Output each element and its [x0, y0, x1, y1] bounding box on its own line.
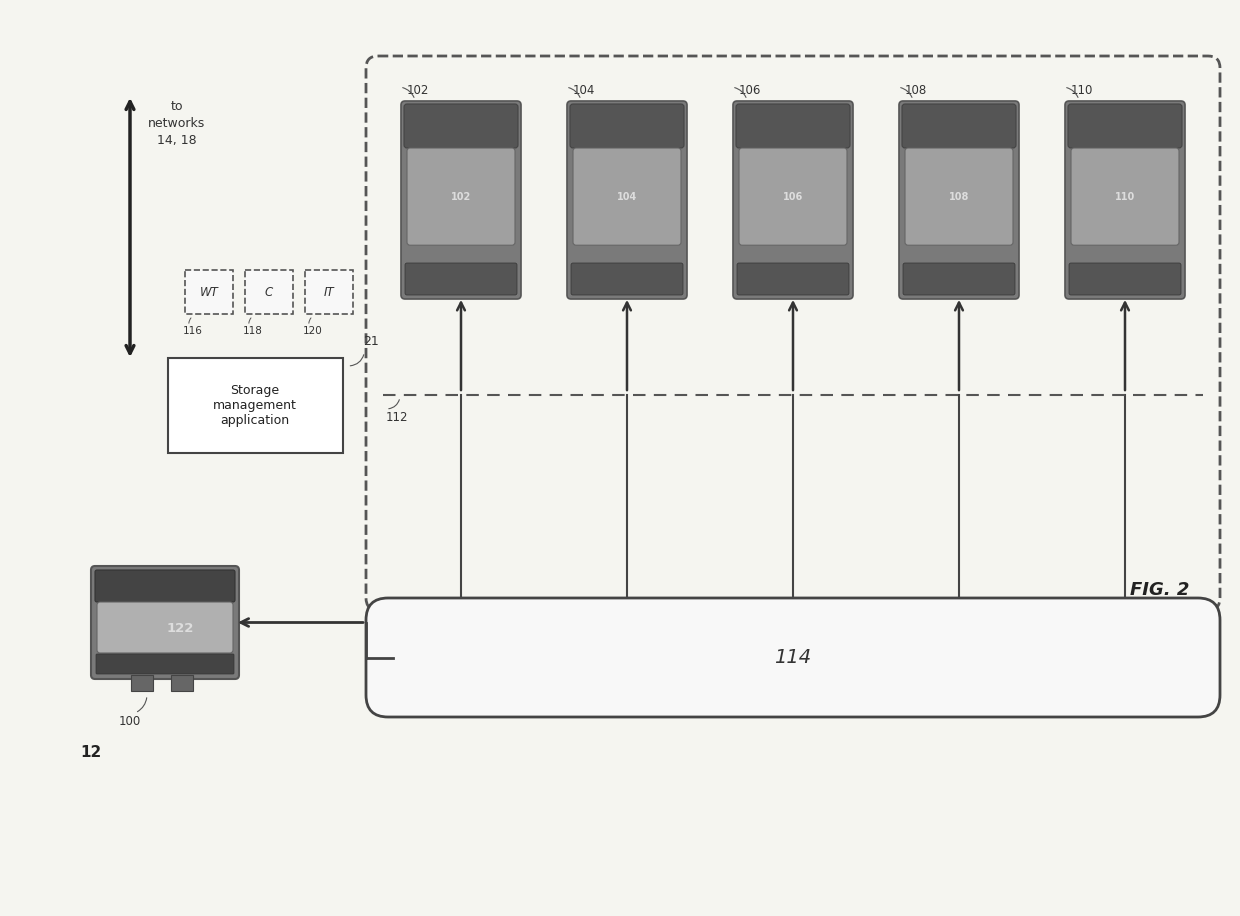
FancyBboxPatch shape [1065, 101, 1185, 299]
FancyBboxPatch shape [246, 270, 293, 314]
Text: 108: 108 [949, 191, 970, 202]
FancyBboxPatch shape [401, 101, 521, 299]
FancyBboxPatch shape [366, 598, 1220, 717]
Text: WT: WT [200, 286, 218, 299]
Bar [171, 675, 193, 691]
FancyBboxPatch shape [570, 263, 683, 295]
Text: 108: 108 [905, 84, 928, 97]
Text: 106: 106 [739, 84, 761, 97]
Text: to
networks
14, 18: to networks 14, 18 [148, 100, 206, 147]
FancyBboxPatch shape [305, 270, 353, 314]
FancyBboxPatch shape [573, 148, 681, 245]
Text: 118: 118 [243, 326, 263, 336]
Text: 104: 104 [573, 84, 595, 97]
Text: 102: 102 [407, 84, 429, 97]
FancyBboxPatch shape [739, 148, 847, 245]
Text: 112: 112 [386, 411, 408, 424]
Text: 21: 21 [362, 335, 378, 348]
Text: IT: IT [324, 286, 335, 299]
Text: 106: 106 [782, 191, 804, 202]
FancyBboxPatch shape [737, 104, 849, 148]
Text: 104: 104 [616, 191, 637, 202]
FancyBboxPatch shape [95, 654, 234, 674]
Text: 116: 116 [184, 326, 203, 336]
FancyBboxPatch shape [903, 263, 1016, 295]
FancyBboxPatch shape [95, 570, 236, 602]
FancyBboxPatch shape [1069, 263, 1180, 295]
FancyBboxPatch shape [905, 148, 1013, 245]
Bar [131, 675, 153, 691]
Text: 120: 120 [303, 326, 322, 336]
FancyBboxPatch shape [404, 104, 518, 148]
FancyBboxPatch shape [185, 270, 233, 314]
FancyBboxPatch shape [405, 263, 517, 295]
Text: Storage
management
application: Storage management application [213, 384, 296, 427]
FancyBboxPatch shape [570, 104, 684, 148]
Text: 100: 100 [119, 715, 141, 728]
FancyBboxPatch shape [567, 101, 687, 299]
FancyBboxPatch shape [901, 104, 1016, 148]
FancyBboxPatch shape [1068, 104, 1182, 148]
Text: C: C [265, 286, 273, 299]
FancyBboxPatch shape [737, 263, 849, 295]
FancyBboxPatch shape [167, 358, 342, 453]
Text: 122: 122 [166, 621, 193, 635]
Text: 110: 110 [1071, 84, 1094, 97]
Text: 102: 102 [451, 191, 471, 202]
FancyBboxPatch shape [733, 101, 853, 299]
FancyBboxPatch shape [899, 101, 1019, 299]
Text: FIG. 2: FIG. 2 [1131, 581, 1189, 599]
FancyBboxPatch shape [1071, 148, 1179, 245]
FancyBboxPatch shape [407, 148, 515, 245]
Text: 110: 110 [1115, 191, 1135, 202]
Text: 114: 114 [775, 648, 811, 667]
FancyBboxPatch shape [97, 602, 233, 653]
FancyBboxPatch shape [91, 566, 239, 679]
Text: 12: 12 [81, 745, 102, 760]
